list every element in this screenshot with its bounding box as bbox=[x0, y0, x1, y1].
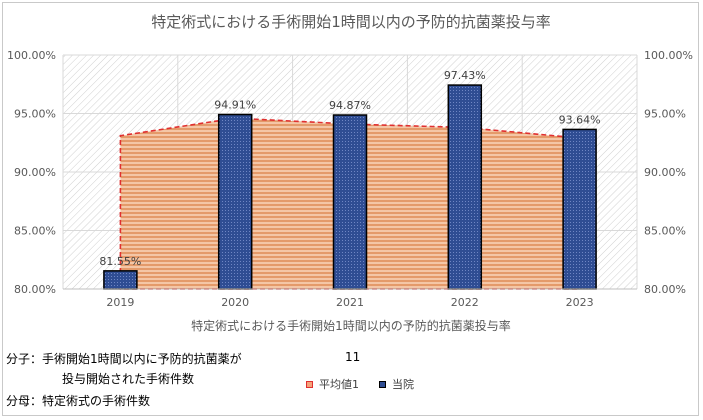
bar-2020 bbox=[217, 113, 253, 290]
y2-tick-label: 100.00% bbox=[644, 49, 693, 62]
x-tick-label: 2023 bbox=[566, 296, 594, 309]
numerator-note-line2: 投与開始された手術件数 bbox=[62, 372, 195, 386]
bar-2023 bbox=[562, 128, 597, 290]
x-tick-label: 2022 bbox=[451, 296, 479, 309]
x-tick-label: 2020 bbox=[221, 296, 249, 309]
data-label-2021: 94.87% bbox=[329, 99, 371, 112]
y2-tick-label: 95.00% bbox=[644, 108, 686, 121]
bar-2022 bbox=[447, 84, 483, 290]
count-value: 11 bbox=[345, 350, 361, 364]
y2-tick-label: 85.00% bbox=[644, 225, 686, 238]
chart-title: 特定術式における手術開始1時間以内の予防的抗菌薬投与率 bbox=[151, 13, 551, 31]
legend-label-average: 平均値1 bbox=[319, 378, 359, 391]
y-tick-label: 90.00% bbox=[14, 166, 56, 179]
x-tick-label: 2019 bbox=[106, 296, 134, 309]
x-axis-title: 特定術式における手術開始1時間以内の予防的抗菌薬投与率 bbox=[191, 318, 511, 333]
legend-swatch-average bbox=[306, 380, 313, 388]
data-label-2020: 94.91% bbox=[214, 99, 256, 112]
denominator-note: 分母：特定術式の手術件数 bbox=[6, 394, 151, 408]
bar-2021 bbox=[332, 114, 368, 290]
data-label-2023: 93.64% bbox=[559, 113, 601, 126]
legend-swatch-hospital bbox=[379, 380, 386, 388]
bar-2019 bbox=[103, 270, 138, 290]
data-label-2022: 97.43% bbox=[444, 69, 486, 82]
y-tick-label: 100.00% bbox=[7, 49, 56, 62]
legend-label-hospital: 当院 bbox=[392, 378, 414, 391]
y2-tick-label: 80.00% bbox=[644, 283, 686, 296]
y-tick-label: 80.00% bbox=[14, 283, 56, 296]
x-tick-label: 2021 bbox=[336, 296, 364, 309]
numerator-note-line1: 分子：手術開始1時間以内に予防的抗菌薬が bbox=[6, 352, 242, 366]
y2-tick-label: 90.00% bbox=[644, 166, 686, 179]
y-tick-label: 95.00% bbox=[14, 108, 56, 121]
data-label-2019: 81.55% bbox=[99, 255, 141, 268]
legend: 平均値1 当院 bbox=[306, 376, 414, 392]
y-tick-label: 85.00% bbox=[14, 225, 56, 238]
